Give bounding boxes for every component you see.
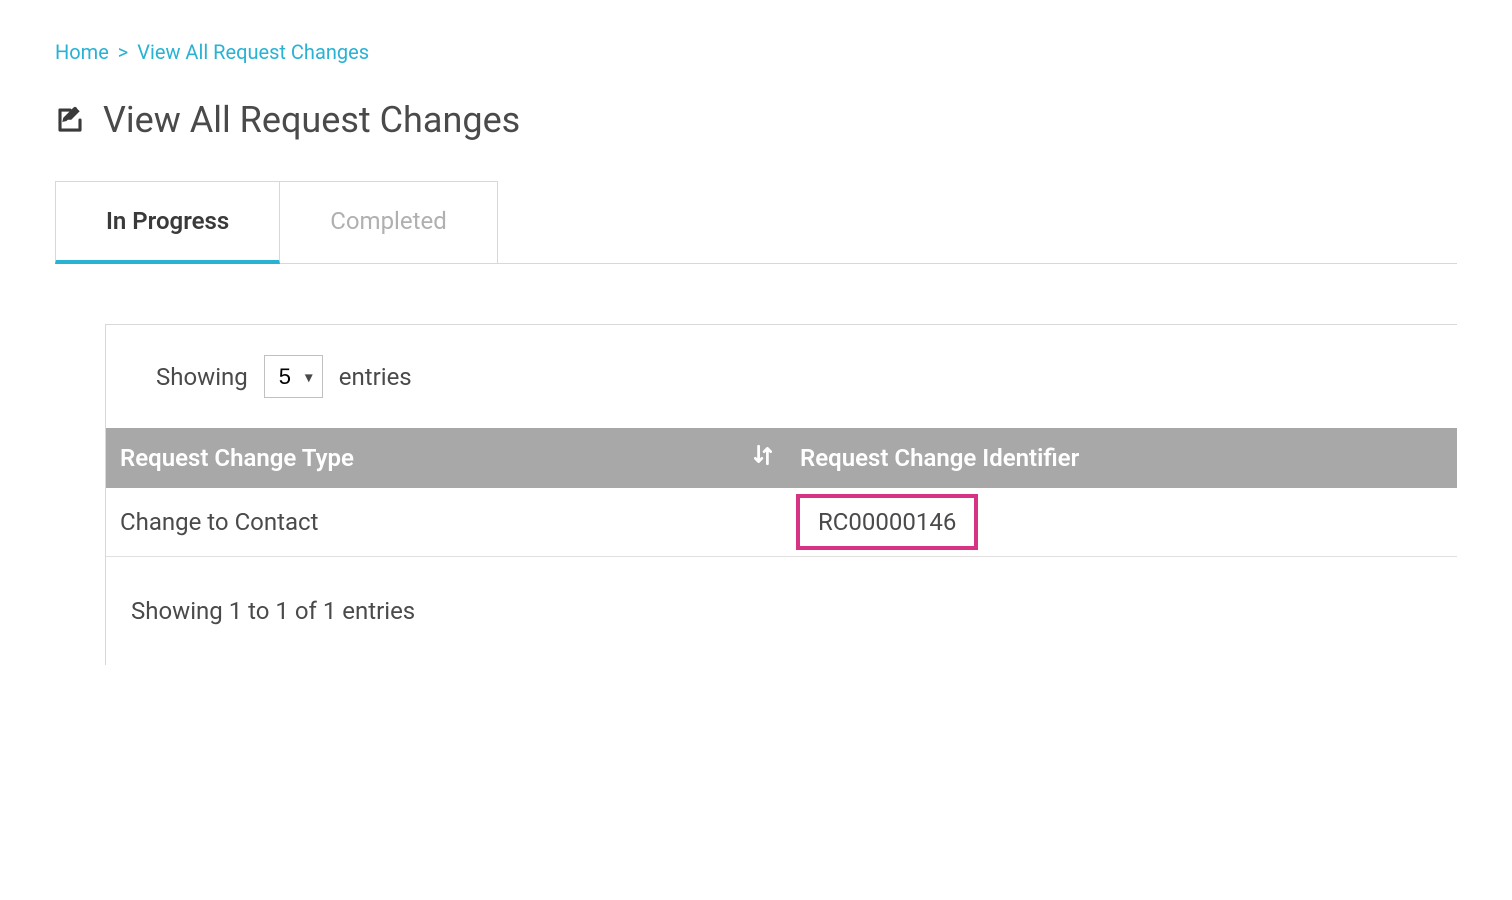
entries-select[interactable]: 5 (264, 355, 323, 398)
breadcrumb-current-link[interactable]: View All Request Changes (137, 40, 369, 64)
table-row: Change to Contact RC00000146 (106, 488, 1457, 557)
sort-icon (754, 444, 772, 472)
column-header-identifier[interactable]: Request Change Identifier (786, 428, 1457, 488)
cell-identifier: RC00000146 (786, 488, 1457, 557)
page-title: View All Request Changes (103, 99, 520, 141)
column-header-type[interactable]: Request Change Type (106, 428, 786, 488)
entries-select-wrapper: 5 (264, 355, 323, 398)
breadcrumb-separator: > (118, 40, 128, 64)
page-title-row: View All Request Changes (55, 99, 1457, 141)
tab-completed[interactable]: Completed (280, 181, 498, 263)
column-header-type-label: Request Change Type (120, 444, 354, 472)
table-summary: Showing 1 to 1 of 1 entries (106, 557, 1457, 665)
entries-label: entries (339, 363, 412, 391)
showing-label: Showing (156, 363, 248, 391)
highlighted-identifier[interactable]: RC00000146 (796, 494, 978, 550)
edit-icon (55, 105, 85, 135)
content-area: Showing 5 entries Request Change Type (105, 324, 1457, 665)
cell-type: Change to Contact (106, 488, 786, 557)
tab-in-progress[interactable]: In Progress (55, 181, 280, 264)
breadcrumb-home-link[interactable]: Home (55, 40, 109, 64)
entries-control-row: Showing 5 entries (106, 325, 1457, 428)
column-header-identifier-label: Request Change Identifier (800, 444, 1079, 472)
breadcrumb: Home > View All Request Changes (55, 40, 1457, 64)
tabs: In Progress Completed (55, 181, 1457, 264)
request-changes-table: Request Change Type Request Change Ident… (106, 428, 1457, 557)
